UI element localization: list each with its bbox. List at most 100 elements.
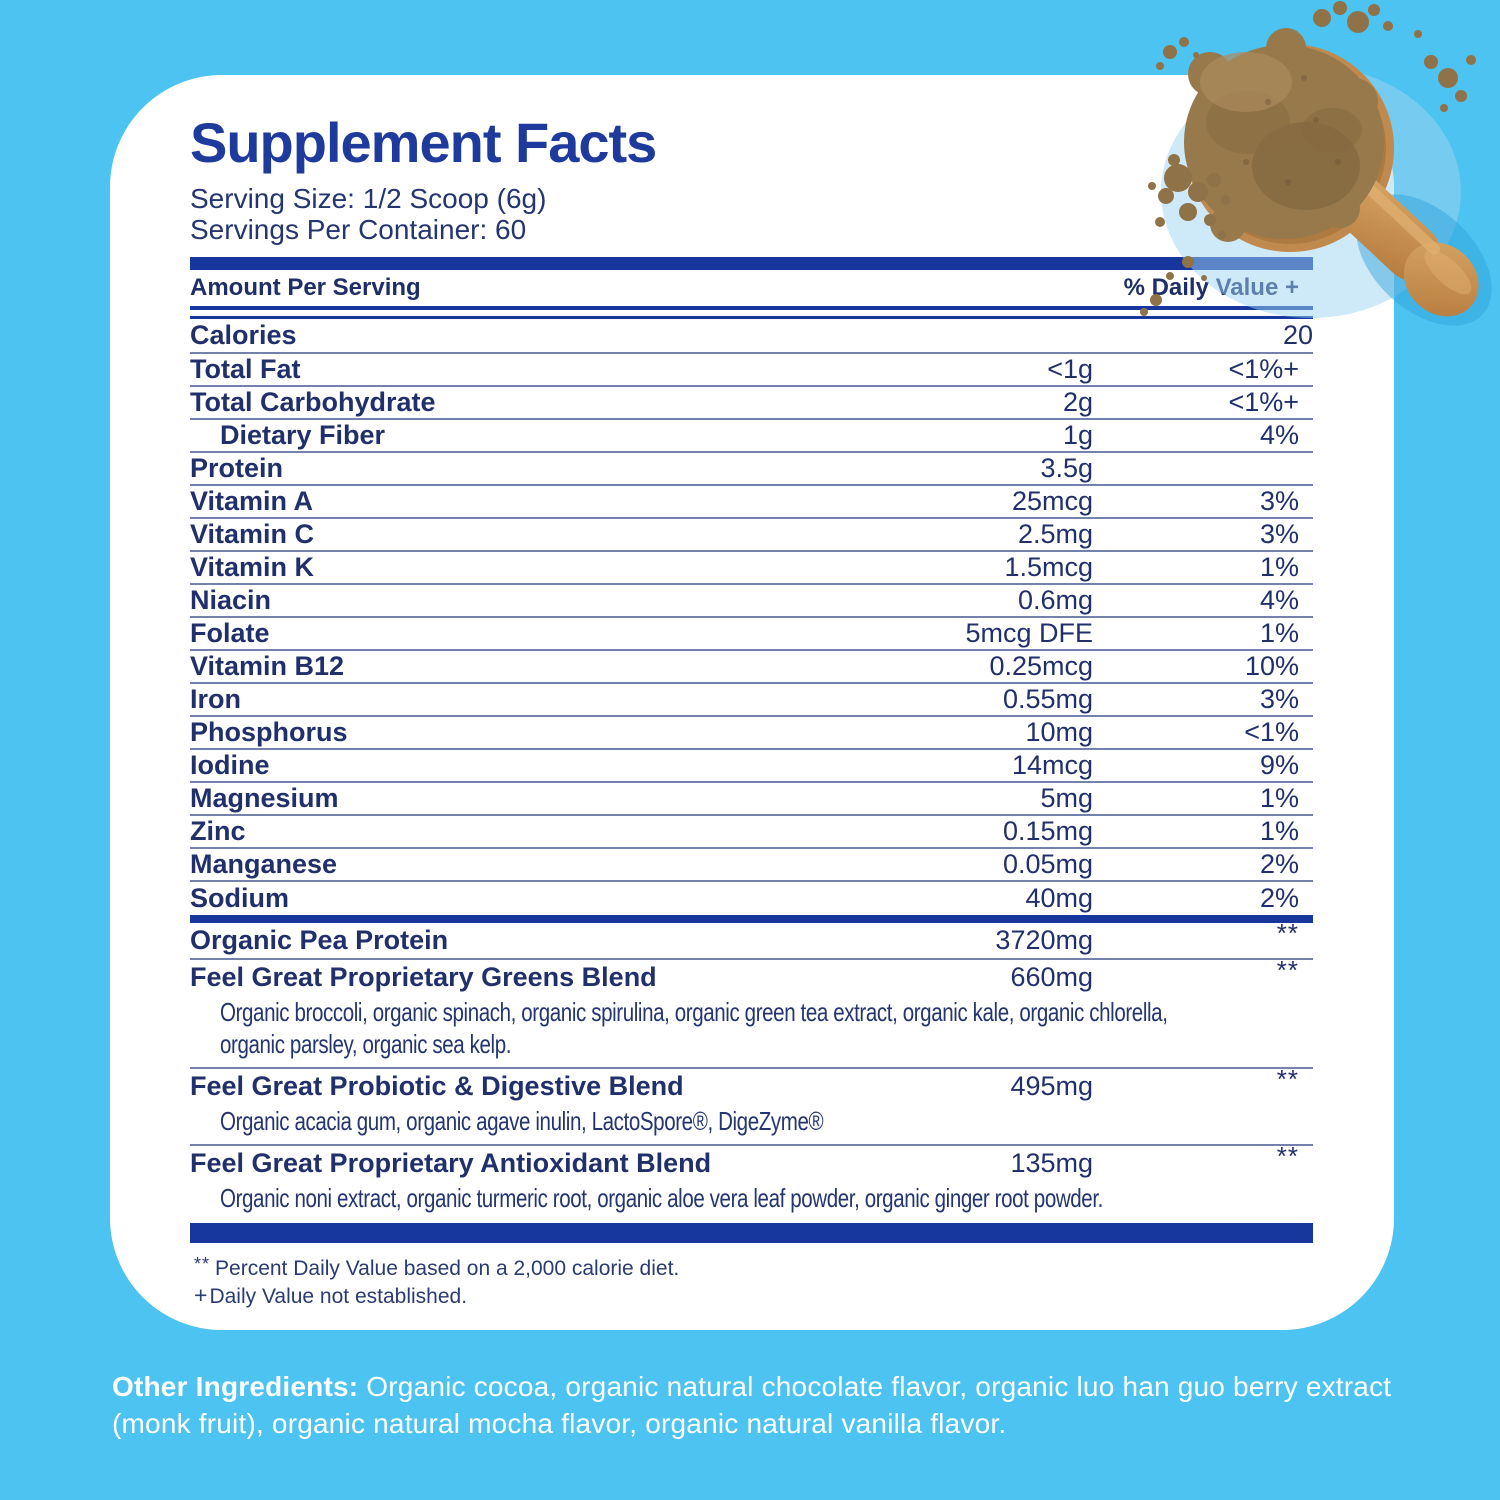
- nutrient-label: Iron: [190, 684, 241, 714]
- blend-amount: 495mg: [1010, 1071, 1093, 1101]
- table-row: Iron 0.55mg 3%: [190, 684, 1313, 717]
- blend-amount: 3720mg: [995, 925, 1093, 955]
- nutrient-amount: 2.5mg: [1017, 519, 1093, 549]
- supplement-facts-card: Supplement Facts Serving Size: 1/2 Scoop…: [110, 75, 1394, 1330]
- table-row: Feel Great Proprietary Antioxidant Blend…: [190, 1141, 1313, 1181]
- table-row: Iodine 14mcg 9%: [190, 750, 1313, 783]
- blend-label: Organic Pea Protein: [190, 925, 449, 955]
- blend-description-line: Organic noni extract, organic turmeric r…: [220, 1183, 1103, 1213]
- nutrient-amount: 5mg: [1040, 783, 1093, 813]
- blend-daily-value: **: [1276, 1141, 1299, 1171]
- footnote-not-established: +Daily Value not established.: [194, 1282, 1313, 1310]
- table-row: Organic Pea Protein 3720mg **: [190, 918, 1313, 958]
- blend-description-line: Organic broccoli, organic spinach, organ…: [220, 997, 1168, 1027]
- footnotes: ** Percent Daily Value based on a 2,000 c…: [190, 1251, 1313, 1310]
- nutrient-amount: 0.55mg: [1002, 684, 1093, 714]
- footnote-marker-asterisks: **: [194, 1254, 211, 1274]
- table-row: Feel Great Probiotic & Digestive Blend 49…: [190, 1064, 1313, 1104]
- nutrient-label: Iodine: [190, 750, 270, 780]
- nutrient-label: Dietary Fiber: [220, 420, 386, 450]
- blend-description: Organic broccoli, organic spinach, organ…: [190, 995, 1313, 1067]
- blend-label: Feel Great Probiotic & Digestive Blend: [190, 1071, 684, 1101]
- nutrient-amount: 0.15mg: [1002, 816, 1093, 846]
- table-row: Total Fat <1g <1%+: [190, 354, 1313, 387]
- nutrient-amount: 1.5mcg: [1004, 552, 1093, 582]
- blend-block: Organic Pea Protein 3720mg **: [190, 918, 1313, 960]
- nutrient-daily-value: 3%: [1259, 684, 1299, 714]
- scoop-powder-image: [1140, 1, 1492, 326]
- blend-description-line: Organic acacia gum, organic agave inulin…: [220, 1106, 824, 1136]
- blend-block: Feel Great Proprietary Greens Blend 660mg…: [190, 955, 1313, 1069]
- calories-label: Calories: [190, 320, 297, 350]
- blend-rows: Organic Pea Protein 3720mg ** Feel Great Pr…: [190, 918, 1313, 1221]
- blend-daily-value: **: [1276, 955, 1299, 985]
- nutrient-daily-value: 3%: [1259, 486, 1299, 516]
- nutrient-amount: 10mg: [1025, 717, 1093, 747]
- nutrient-label: Vitamin K: [190, 552, 315, 582]
- other-ingredients-text: Organic cocoa, organic natural chocolate…: [112, 1371, 1392, 1439]
- nutrient-daily-value: 1%: [1259, 783, 1299, 813]
- nutrient-rows: Total Fat <1g <1%+ Total Carbohydrate 2g <1%+…: [190, 354, 1313, 915]
- nutrient-label: Magnesium: [190, 783, 339, 813]
- blend-description-line: organic parsley, organic sea kelp.: [220, 1029, 512, 1059]
- blend-label: Feel Great Proprietary Antioxidant Blend: [190, 1148, 712, 1178]
- table-row: Phosphorus 10mg <1%: [190, 717, 1313, 750]
- calories-row: Calories 20: [190, 319, 1313, 354]
- nutrient-amount: 14mcg: [1011, 750, 1093, 780]
- nutrient-amount: 0.6mg: [1017, 585, 1093, 615]
- table-row: Sodium 40mg 2%: [190, 882, 1313, 915]
- nutrient-daily-value: 4%: [1259, 420, 1299, 450]
- nutrient-daily-value: 2%: [1259, 883, 1299, 913]
- nutrient-label: Zinc: [190, 816, 246, 846]
- footnote-marker-plus: +: [194, 1282, 208, 1308]
- serving-info: Serving Size: 1/2 Scoop (6g) Servings Pe…: [190, 183, 1313, 245]
- blend-block: Feel Great Probiotic & Digestive Blend 49…: [190, 1064, 1313, 1146]
- table-row: Vitamin B12 0.25mcg 10%: [190, 651, 1313, 684]
- nutrient-amount: 3.5g: [1040, 453, 1093, 483]
- blend-block: Feel Great Proprietary Antioxidant Blend…: [190, 1141, 1313, 1221]
- nutrient-label: Total Carbohydrate: [190, 387, 436, 417]
- blend-description: Organic noni extract, organic turmeric r…: [190, 1181, 1313, 1221]
- nutrient-daily-value: 9%: [1259, 750, 1299, 780]
- footnote-daily-value: ** Percent Daily Value based on a 2,000 c…: [194, 1251, 1313, 1282]
- nutrient-amount: 5mcg DFE: [965, 618, 1093, 648]
- footnote-text: Daily Value not established.: [209, 1285, 468, 1308]
- blend-amount: 135mg: [1010, 1148, 1093, 1178]
- nutrient-daily-value: 1%: [1259, 816, 1299, 846]
- nutrient-daily-value: 10%: [1244, 651, 1299, 681]
- blend-daily-value: **: [1276, 918, 1299, 948]
- nutrient-label: Protein: [190, 453, 284, 483]
- table-row: Total Carbohydrate 2g <1%+: [190, 387, 1313, 420]
- divider-bar-top: [190, 257, 1313, 270]
- nutrient-daily-value: 1%: [1259, 552, 1299, 582]
- nutrient-amount: 0.05mg: [1002, 849, 1093, 879]
- table-row: Folate 5mcg DFE 1%: [190, 618, 1313, 651]
- nutrient-daily-value: <1%: [1244, 717, 1299, 747]
- nutrient-amount: 2g: [1062, 387, 1093, 417]
- table-row: Vitamin A 25mcg 3%: [190, 486, 1313, 519]
- blend-daily-value: **: [1276, 1064, 1299, 1094]
- nutrient-daily-value: <1%+: [1228, 387, 1299, 417]
- nutrient-amount: 1g: [1062, 420, 1093, 450]
- header-amount-per-serving: Amount Per Serving: [190, 274, 421, 301]
- nutrient-label: Sodium: [190, 883, 289, 913]
- divider-bar-bottom: [190, 1223, 1313, 1243]
- table-row: Protein 3.5g: [190, 453, 1313, 486]
- nutrient-label: Niacin: [190, 585, 272, 615]
- nutrient-label: Total Fat: [190, 354, 301, 384]
- powder-crumbs: [1140, 1, 1476, 316]
- nutrient-label: Folate: [190, 618, 270, 648]
- table-row: Magnesium 5mg 1%: [190, 783, 1313, 816]
- servings-per-container: Servings Per Container: 60: [190, 214, 527, 245]
- table-row: Dietary Fiber 1g 4%: [190, 420, 1313, 453]
- calories-value: 20: [1282, 320, 1313, 350]
- blend-description: Organic acacia gum, organic agave inulin…: [190, 1104, 1313, 1144]
- blend-label: Feel Great Proprietary Greens Blend: [190, 962, 657, 992]
- page-title: Supplement Facts: [190, 111, 657, 174]
- divider-bar-mid: [190, 915, 1313, 923]
- nutrient-amount: 25mcg: [1011, 486, 1093, 516]
- table-row: Niacin 0.6mg 4%: [190, 585, 1313, 618]
- table-row: Vitamin C 2.5mg 3%: [190, 519, 1313, 552]
- table-row: Zinc 0.15mg 1%: [190, 816, 1313, 849]
